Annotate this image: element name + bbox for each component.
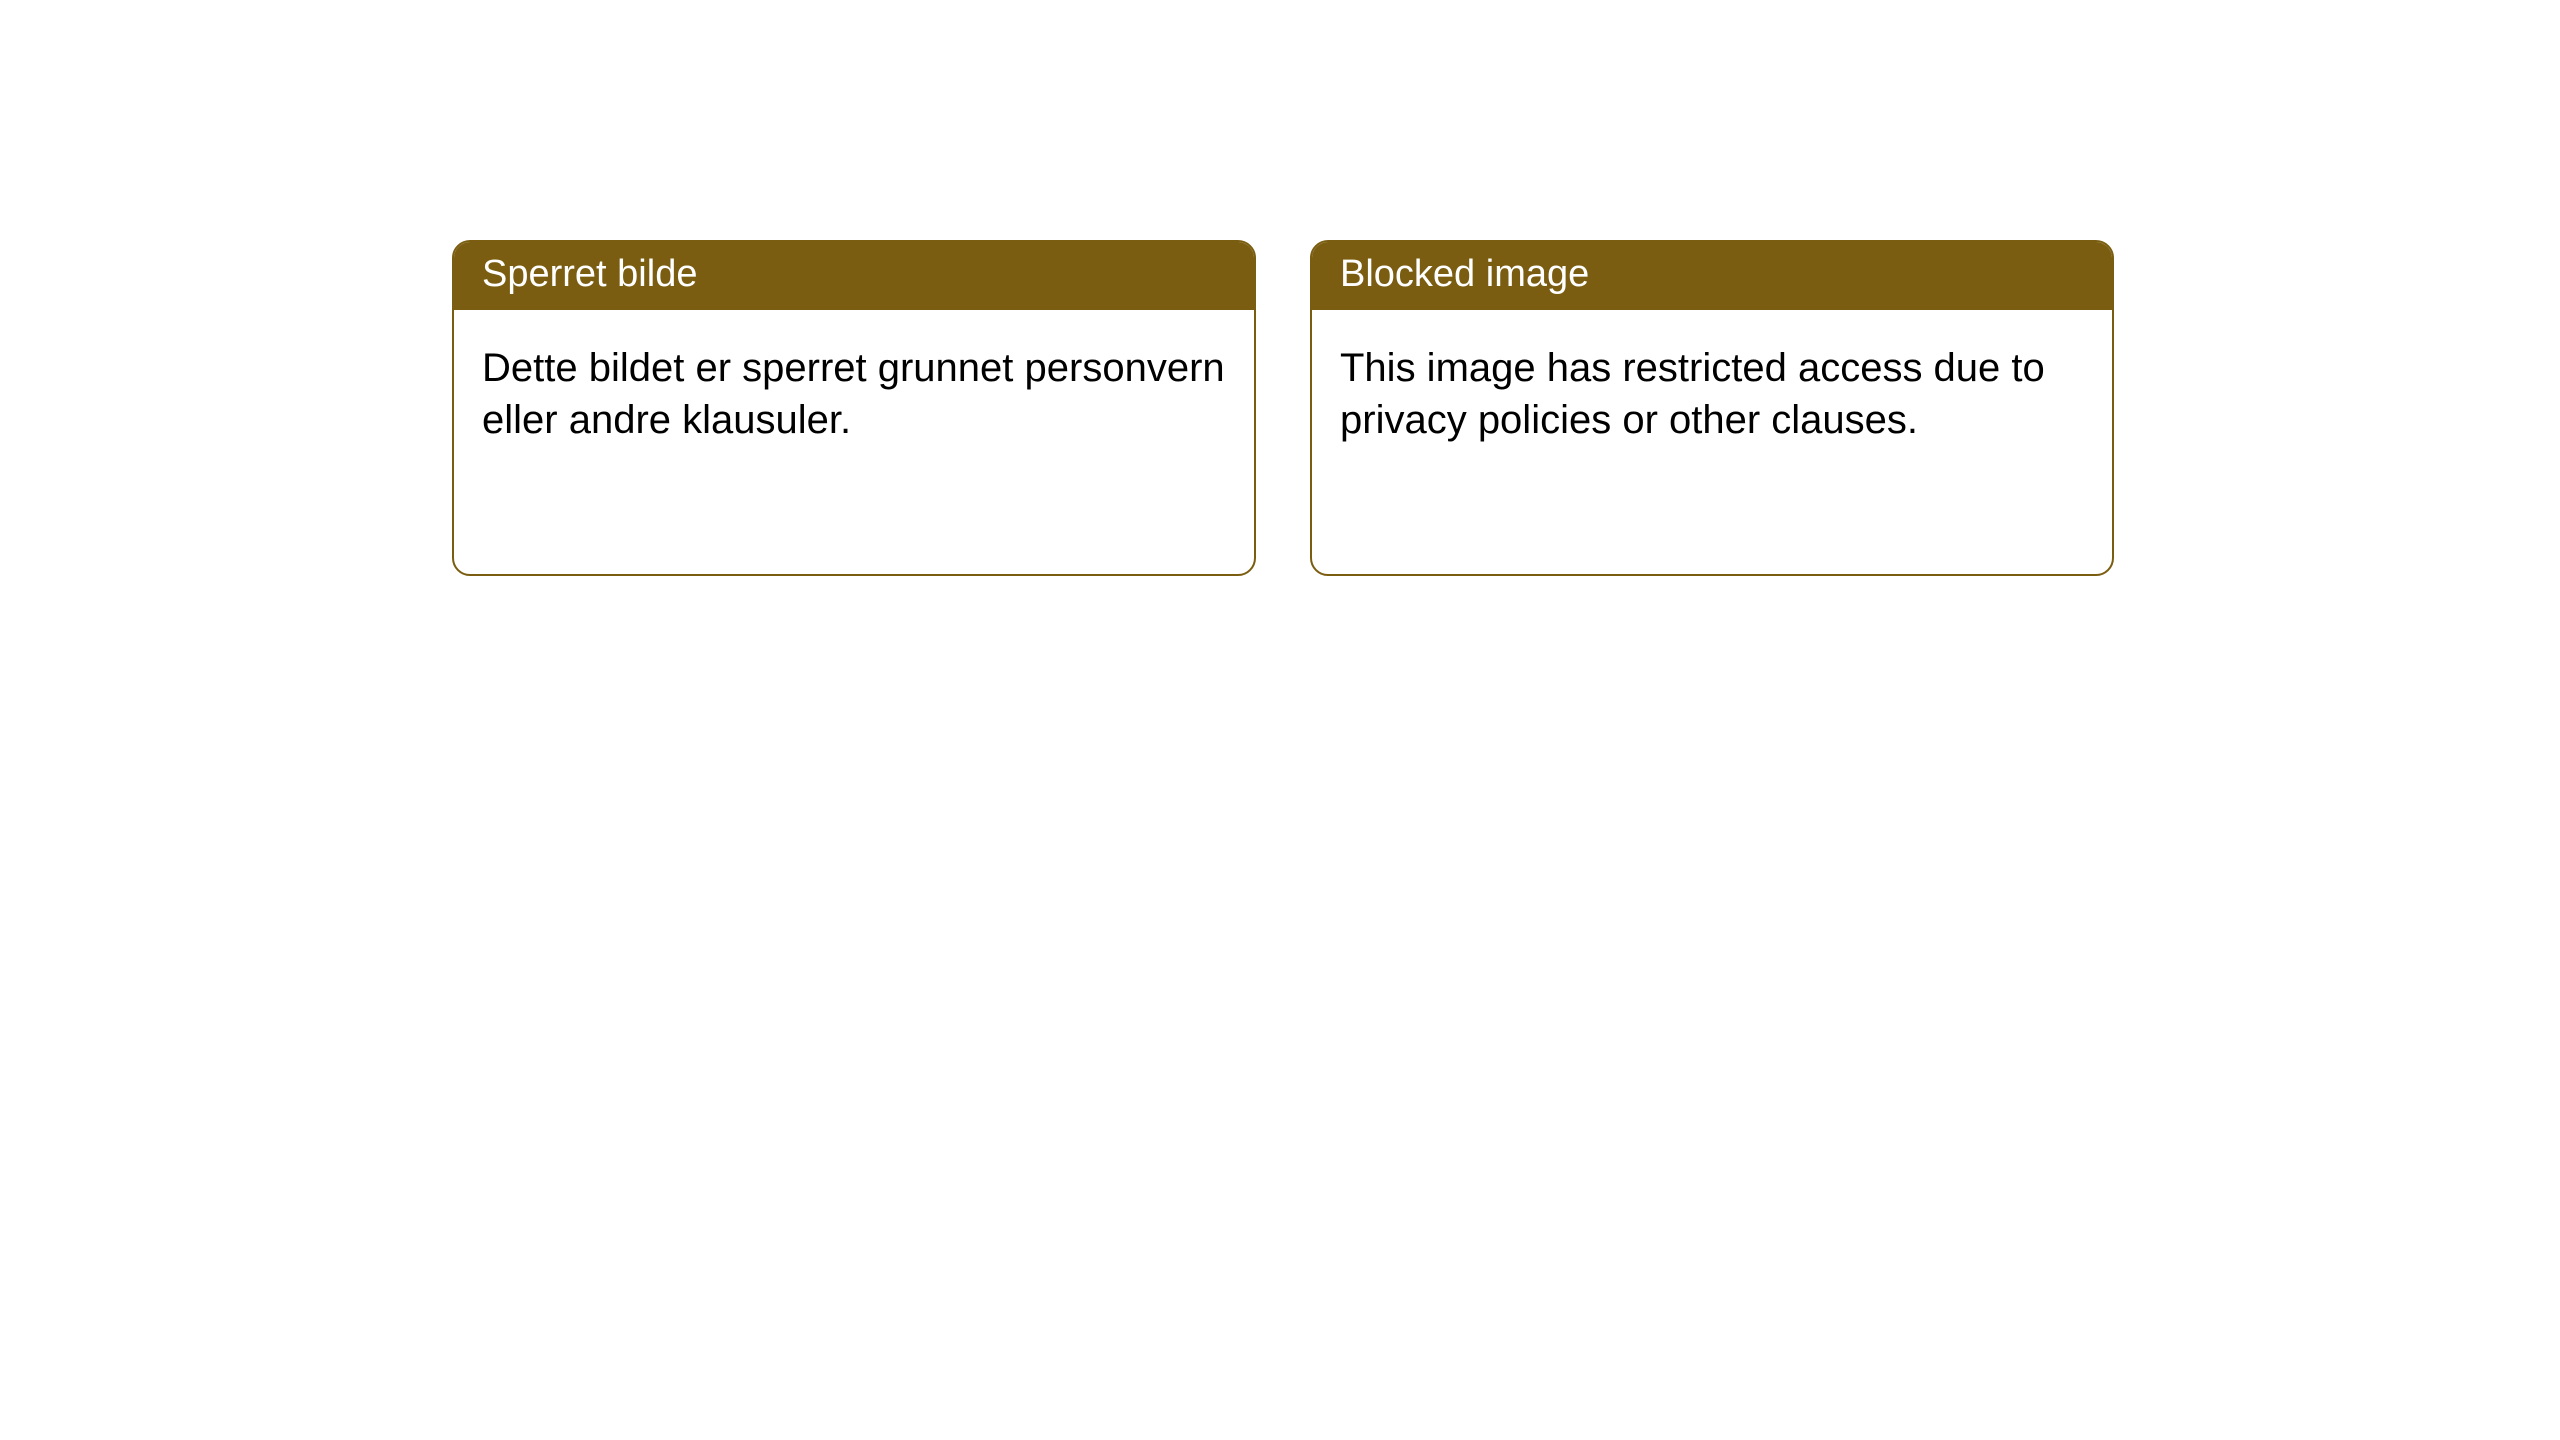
card-header: Blocked image: [1312, 242, 2112, 310]
blocked-image-card-no: Sperret bilde Dette bildet er sperret gr…: [452, 240, 1256, 576]
card-header: Sperret bilde: [454, 242, 1254, 310]
blocked-image-card-en: Blocked image This image has restricted …: [1310, 240, 2114, 576]
cards-container: Sperret bilde Dette bildet er sperret gr…: [0, 0, 2560, 576]
card-body: This image has restricted access due to …: [1312, 310, 2112, 478]
card-body: Dette bildet er sperret grunnet personve…: [454, 310, 1254, 478]
